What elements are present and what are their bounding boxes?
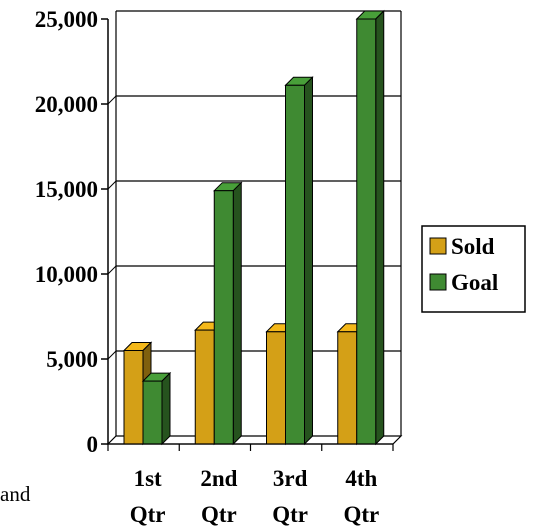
- bar-goal-2: [213, 190, 234, 445]
- x-category-label: 4th: [345, 466, 377, 491]
- y-tick-label: 20,000: [35, 92, 98, 117]
- bar-side-goal: [161, 371, 171, 446]
- side-wall-gridline: [107, 350, 117, 360]
- y-tick-label: 10,000: [35, 262, 98, 287]
- bar-sold-1: [123, 350, 144, 445]
- bar-side-goal: [375, 9, 385, 446]
- stray-text: and: [0, 482, 31, 506]
- x-category-label: Qtr: [201, 502, 237, 527]
- bar-goal-3: [285, 84, 305, 445]
- y-tick-label: 5,000: [46, 347, 98, 372]
- legend-swatch-goal: [429, 273, 447, 291]
- x-category-label: 1st: [134, 466, 162, 491]
- bar-goal-4: [356, 18, 377, 445]
- side-wall-gridline: [107, 180, 117, 190]
- y-tick-label: 25,000: [35, 7, 98, 32]
- legend-label-sold: Sold: [451, 234, 495, 259]
- bar-side-goal: [232, 181, 242, 446]
- x-category-label: Qtr: [130, 502, 166, 527]
- y-tick-label: 15,000: [35, 177, 98, 202]
- x-category-label: Qtr: [272, 502, 308, 527]
- x-category-label: 3rd: [273, 466, 308, 491]
- bar-sold-2: [194, 329, 215, 445]
- y-tick-label: 0: [87, 432, 99, 457]
- bar-sold-4: [337, 331, 358, 445]
- side-wall-gridline: [107, 95, 117, 105]
- legend-swatch-sold: [429, 237, 447, 255]
- legend-label-goal: Goal: [451, 270, 498, 295]
- x-category-label: Qtr: [343, 502, 379, 527]
- x-category-label: 2nd: [200, 466, 237, 491]
- bar-sold-3: [266, 331, 286, 445]
- side-wall-gridline: [107, 265, 117, 275]
- bar-goal-1: [142, 380, 163, 445]
- bar-side-goal: [304, 76, 313, 446]
